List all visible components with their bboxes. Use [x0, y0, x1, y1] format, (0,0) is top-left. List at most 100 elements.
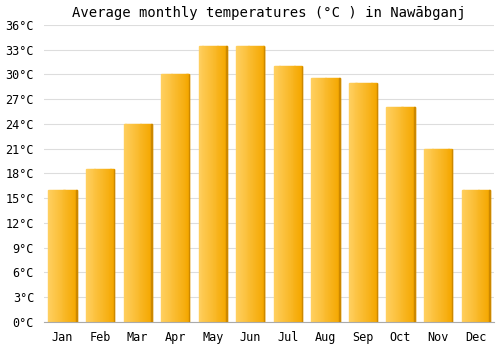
Bar — [484, 190, 485, 322]
Bar — [406, 107, 407, 322]
Bar — [221, 46, 222, 322]
Bar — [149, 124, 150, 322]
Bar — [226, 46, 227, 322]
Bar — [487, 190, 488, 322]
Bar — [202, 46, 203, 322]
Bar — [474, 190, 475, 322]
Bar — [467, 190, 468, 322]
Bar — [486, 190, 487, 322]
Bar — [252, 46, 253, 322]
Bar — [329, 78, 330, 322]
Bar — [363, 83, 364, 322]
Bar — [74, 190, 75, 322]
Bar — [425, 148, 426, 322]
Bar — [211, 46, 212, 322]
Bar — [146, 124, 147, 322]
Bar — [92, 169, 94, 322]
Bar — [239, 46, 240, 322]
Bar — [440, 148, 441, 322]
Bar — [321, 78, 322, 322]
Bar — [110, 169, 112, 322]
Bar — [162, 74, 163, 322]
Bar — [106, 169, 107, 322]
Bar — [165, 74, 166, 322]
Bar — [204, 46, 206, 322]
Bar — [259, 46, 260, 322]
Bar — [105, 169, 106, 322]
Bar — [213, 46, 214, 322]
Bar — [207, 46, 208, 322]
Bar — [216, 46, 218, 322]
Bar — [166, 74, 167, 322]
Bar — [175, 74, 176, 322]
Bar — [222, 46, 223, 322]
Bar — [73, 190, 74, 322]
Bar — [336, 78, 337, 322]
Bar — [409, 107, 410, 322]
Bar — [478, 190, 480, 322]
Bar — [208, 46, 209, 322]
Bar — [108, 169, 110, 322]
Bar — [427, 148, 428, 322]
Bar — [402, 107, 404, 322]
Bar — [151, 124, 152, 322]
Bar — [430, 148, 432, 322]
Bar — [135, 124, 136, 322]
Bar — [64, 190, 66, 322]
Bar — [210, 46, 211, 322]
Bar — [209, 46, 210, 322]
Bar — [324, 78, 326, 322]
Bar — [254, 46, 255, 322]
Bar — [470, 190, 471, 322]
Bar — [206, 46, 207, 322]
Bar — [407, 107, 408, 322]
Bar — [444, 148, 446, 322]
Bar — [70, 190, 71, 322]
Bar — [358, 83, 360, 322]
Bar — [129, 124, 130, 322]
Bar — [391, 107, 392, 322]
Bar — [488, 190, 489, 322]
Bar — [174, 74, 176, 322]
Bar — [356, 83, 358, 322]
Bar — [290, 66, 292, 322]
Bar — [354, 83, 356, 322]
Bar — [138, 124, 140, 322]
Bar — [331, 78, 332, 322]
Bar — [96, 169, 98, 322]
Bar — [365, 83, 366, 322]
Bar — [439, 148, 440, 322]
Bar — [262, 46, 264, 322]
Bar — [437, 148, 438, 322]
Bar — [102, 169, 103, 322]
Bar — [69, 190, 70, 322]
Bar — [441, 148, 442, 322]
Bar — [412, 107, 413, 322]
Bar — [133, 124, 134, 322]
Bar — [90, 169, 91, 322]
Bar — [322, 78, 324, 322]
Bar — [442, 148, 443, 322]
Bar — [126, 124, 128, 322]
Bar — [236, 46, 238, 322]
Bar — [349, 83, 350, 322]
Bar — [67, 190, 68, 322]
Bar — [280, 66, 281, 322]
Bar — [242, 46, 243, 322]
Bar — [474, 190, 476, 322]
Bar — [318, 78, 319, 322]
Bar — [89, 169, 90, 322]
Bar — [62, 190, 64, 322]
Bar — [444, 148, 445, 322]
Bar — [388, 107, 390, 322]
Bar — [250, 46, 252, 322]
Bar — [253, 46, 254, 322]
Bar — [395, 107, 396, 322]
Bar — [338, 78, 340, 322]
Bar — [258, 46, 259, 322]
Bar — [438, 148, 439, 322]
Bar — [326, 78, 328, 322]
Bar — [370, 83, 372, 322]
Bar — [464, 190, 466, 322]
Bar — [283, 66, 284, 322]
